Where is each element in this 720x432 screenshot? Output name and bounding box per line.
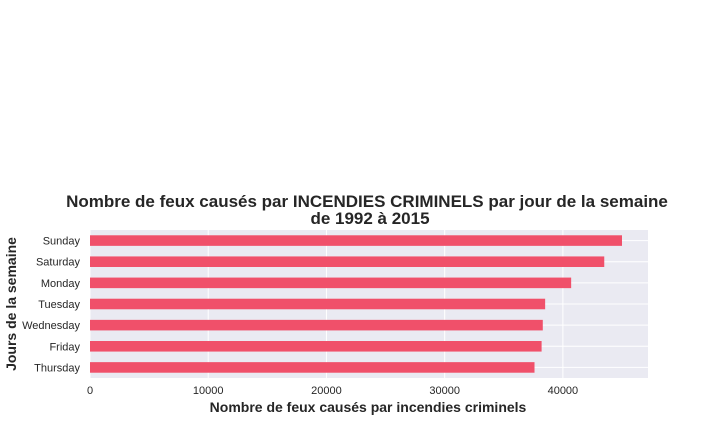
y-axis-title: Jours de la semaine	[3, 237, 19, 371]
x-tick-label: 20000	[311, 385, 342, 397]
chart-title-line-1: Nombre de feux causés par INCENDIES CRIM…	[66, 192, 668, 211]
bar-monday	[90, 277, 572, 289]
bar-saturday	[90, 256, 605, 267]
bar-wednesday	[90, 319, 543, 331]
y-tick-label-monday: Monday	[41, 278, 81, 290]
y-tick-label-wednesday: Wednesday	[22, 320, 80, 332]
x-tick-label: 40000	[548, 385, 579, 397]
bar-tuesday	[90, 298, 546, 310]
bar-thursday	[90, 362, 535, 373]
x-tick-label: 10000	[193, 385, 224, 397]
y-tick-label-tuesday: Tuesday	[38, 299, 80, 311]
x-axis-title: Nombre de feux causés par incendies crim…	[210, 399, 527, 415]
x-tick-label: 30000	[429, 385, 460, 397]
x-tick-labels: 0 10000 20000 30000 40000	[87, 385, 578, 397]
y-tick-label-thursday: Thursday	[34, 362, 80, 374]
bars	[90, 235, 622, 373]
y-tick-label-saturday: Saturday	[36, 257, 81, 269]
y-tick-label-friday: Friday	[49, 341, 80, 353]
bar-sunday	[90, 235, 622, 246]
chart-title-line-2: de 1992 à 2015	[310, 209, 429, 228]
x-tick-label: 0	[87, 385, 93, 397]
y-tick-label-sunday: Sunday	[43, 236, 81, 248]
bar-friday	[90, 341, 542, 352]
y-tick-labels: Sunday Saturday Monday Tuesday Wednesday Frid…	[22, 236, 80, 375]
